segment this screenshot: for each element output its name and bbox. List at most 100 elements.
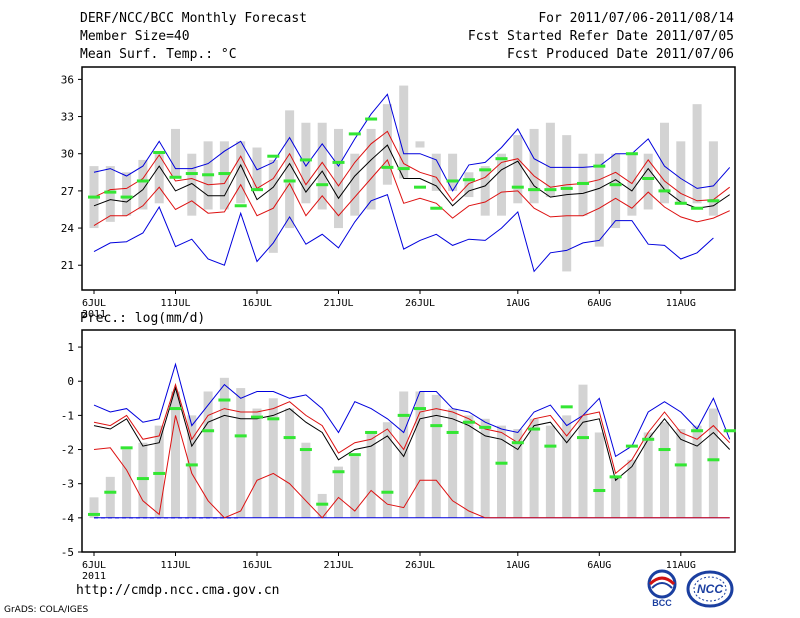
ensemble-box xyxy=(105,476,115,518)
y-tick-label: 36 xyxy=(61,73,74,86)
median-marker xyxy=(462,420,475,424)
median-marker xyxy=(348,453,361,457)
x-tick-label: 11AUG xyxy=(666,298,696,309)
ensemble-box xyxy=(611,153,621,229)
median-marker xyxy=(185,172,198,176)
ensemble-box xyxy=(643,153,653,210)
ensemble-box xyxy=(660,122,669,204)
ensemble-box xyxy=(529,418,539,518)
ensemble-box xyxy=(187,415,197,518)
median-marker xyxy=(658,448,671,452)
median-marker xyxy=(316,183,329,187)
x-tick-label: 6AUG xyxy=(587,298,611,309)
ensemble-box xyxy=(154,425,164,518)
source-url[interactable]: http://cmdp.ncc.cma.gov.cn xyxy=(76,583,280,598)
precip-title: Prec.: log(mm/d) xyxy=(80,311,205,326)
median-marker xyxy=(658,189,671,193)
bcc-logo: BCC xyxy=(647,569,677,608)
median-marker xyxy=(642,177,655,180)
grads-credit: GrADS: COLA/IGES xyxy=(4,605,89,615)
median-marker xyxy=(267,417,280,421)
median-marker xyxy=(169,175,182,179)
ensemble-box xyxy=(594,432,604,518)
median-marker xyxy=(691,206,704,210)
median-marker xyxy=(544,444,557,448)
ensemble-box xyxy=(480,418,490,518)
ensemble-box xyxy=(317,122,327,210)
ensemble-box xyxy=(676,429,686,518)
median-marker xyxy=(414,407,426,411)
median-marker xyxy=(153,150,166,154)
member-size: Member Size=40 xyxy=(80,29,190,44)
median-marker xyxy=(609,183,622,187)
ensemble-box xyxy=(138,159,148,210)
ensemble-box xyxy=(513,135,523,204)
y-tick-label: 33 xyxy=(61,111,74,124)
ensemble-box xyxy=(545,122,555,198)
ensemble-mean-line xyxy=(93,144,730,209)
y-tick-label: -2 xyxy=(61,444,74,457)
median-marker xyxy=(202,429,215,433)
median-marker xyxy=(625,444,638,448)
ensemble-box xyxy=(219,141,229,210)
ensemble-box xyxy=(89,497,99,518)
y-tick-label: 21 xyxy=(61,259,74,272)
ensemble-box xyxy=(350,456,360,518)
ensemble-box xyxy=(122,449,132,518)
median-marker xyxy=(577,181,589,185)
ensemble-box xyxy=(171,128,180,179)
median-marker xyxy=(479,425,492,429)
median-marker xyxy=(511,185,524,189)
x-tick-label: 6AUG xyxy=(587,560,611,571)
ensemble-box xyxy=(317,493,327,518)
ensemble-box xyxy=(301,442,311,518)
ensemble-box xyxy=(594,153,604,247)
min-line xyxy=(93,193,714,273)
median-marker xyxy=(283,179,296,183)
y-tick-label: -3 xyxy=(61,478,74,491)
median-marker xyxy=(267,154,280,158)
ensemble-box xyxy=(366,128,376,210)
median-marker xyxy=(674,463,687,467)
median-marker xyxy=(136,179,149,183)
upper-spread-line xyxy=(93,130,731,202)
ensemble-box xyxy=(285,408,295,518)
max-line xyxy=(93,93,731,192)
ensemble-box xyxy=(431,394,441,518)
ensemble-box xyxy=(480,166,490,216)
x-tick-label: 6JUL xyxy=(82,298,106,309)
median-marker xyxy=(365,430,378,434)
ensemble-box xyxy=(692,104,702,204)
ensemble-box xyxy=(692,425,702,518)
ensemble-box xyxy=(268,159,278,253)
x-tick-label: 1AUG xyxy=(506,560,530,571)
ensemble-box xyxy=(497,425,506,518)
ensemble-box xyxy=(171,391,180,518)
x-tick-label: 11JUL xyxy=(160,298,190,309)
ensemble-box xyxy=(138,442,148,518)
median-marker xyxy=(299,448,312,452)
median-marker xyxy=(462,178,475,182)
median-marker xyxy=(88,195,100,199)
median-marker xyxy=(120,195,133,199)
ensemble-box xyxy=(268,398,278,518)
y-tick-label: 30 xyxy=(61,148,74,161)
median-marker xyxy=(234,434,247,438)
ensemble-box xyxy=(236,141,246,204)
year-label: 2011 xyxy=(82,309,106,320)
median-marker xyxy=(316,502,329,506)
ensemble-box xyxy=(122,172,132,216)
y-tick-label: 24 xyxy=(61,222,75,235)
ensemble-box xyxy=(448,153,458,191)
ensemble-box xyxy=(464,415,474,518)
y-tick-label: -5 xyxy=(61,546,74,559)
ensemble-box xyxy=(708,141,718,216)
ensemble-box xyxy=(448,408,458,518)
ensemble-box xyxy=(334,128,343,229)
median-marker xyxy=(202,173,215,177)
median-marker xyxy=(381,165,394,169)
upper-spread-line xyxy=(93,382,731,475)
